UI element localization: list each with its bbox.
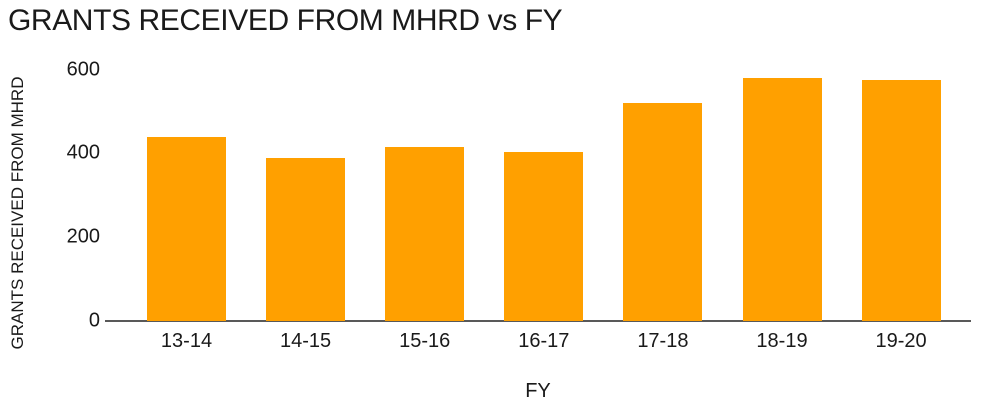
bar-15-16 xyxy=(385,147,465,321)
x-tick-label: 13-14 xyxy=(160,330,213,352)
bar-18-19 xyxy=(742,78,822,321)
bar-19-20 xyxy=(861,80,941,321)
chart-title: GRANTS RECEIVED FROM MHRD vs FY xyxy=(8,4,563,37)
bar-14-15 xyxy=(266,158,346,321)
x-tick-label: 15-16 xyxy=(399,330,451,352)
y-tick-label: 0 xyxy=(88,309,100,331)
x-axis-title: FY xyxy=(525,380,551,402)
bar-17-18 xyxy=(623,103,703,321)
y-tick-label: 400 xyxy=(66,141,100,164)
y-tick-label: 600 xyxy=(66,58,100,80)
y-tick-label: 200 xyxy=(66,225,100,248)
x-tick-label: 17-18 xyxy=(637,330,689,352)
bar-13-14 xyxy=(147,137,226,321)
y-axis-title: GRANTS RECEIVED FROM MHRD xyxy=(8,76,27,350)
x-axis-line xyxy=(105,320,971,322)
x-tick-label: 16-17 xyxy=(518,330,570,352)
x-tick-label: 18-19 xyxy=(756,330,808,352)
x-tick-label: 14-15 xyxy=(280,330,332,352)
x-tick-label: 19-20 xyxy=(875,330,927,352)
bar-16-17 xyxy=(504,152,584,321)
